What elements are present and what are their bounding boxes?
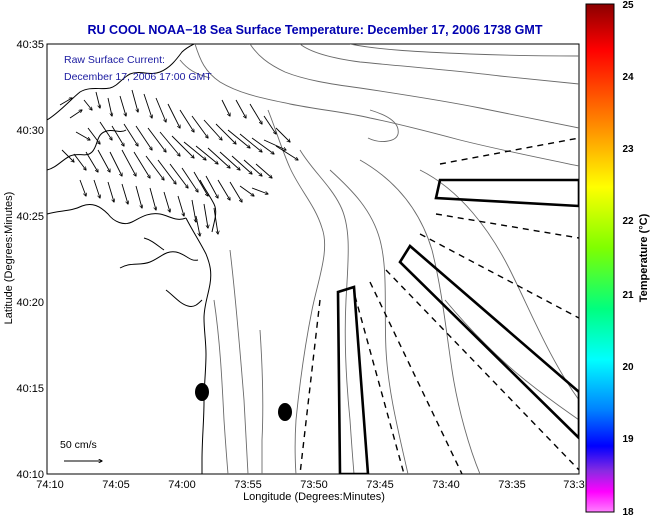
survey-box-south (336, 285, 370, 474)
x-tick-label: 73:50 (300, 479, 328, 491)
colorbar-tick-label: 19 (622, 434, 634, 445)
colorbar-label: Temperature (°C) (638, 213, 650, 302)
colorbar-tick-labels: 25 24 23 22 21 20 19 18 (622, 0, 634, 518)
x-tick-labels: 74:10 74:05 74:00 73:55 73:50 73:45 73:4… (36, 479, 584, 491)
colorbar-tick-label: 18 (622, 507, 634, 518)
buoy-markers (195, 383, 292, 421)
colorbar-tick-label: 21 (622, 290, 634, 301)
bathymetry-contours (179, 44, 579, 474)
figure-title: RU COOL NOAA−18 Sea Surface Temperature:… (88, 23, 543, 37)
x-tick-label: 73:40 (432, 479, 460, 491)
y-tick-label: 40:30 (16, 125, 44, 137)
y-axis-label: Latitude (Degrees:Minutes) (3, 192, 15, 325)
buoy-marker-east (278, 403, 292, 421)
x-tick-label: 73:55 (234, 479, 262, 491)
scale-vector-label: 50 cm/s (60, 439, 97, 451)
buoy-marker-west (195, 383, 209, 401)
survey-box-east (398, 244, 579, 440)
y-tick-label: 40:35 (16, 39, 44, 51)
y-tick-label: 40:10 (16, 469, 44, 481)
x-tick-label: 73:3 (563, 479, 584, 491)
plot-frame (46, 43, 580, 475)
colorbar-tick-label: 25 (622, 0, 634, 11)
x-tick-label: 74:05 (102, 479, 130, 491)
current-label-line2: December 17, 2006 17:00 GMT (64, 71, 212, 83)
colorbar-tick-label: 23 (622, 144, 634, 155)
map-layer (47, 44, 579, 474)
y-tick-label: 40:25 (16, 211, 44, 223)
y-tick-label: 40:15 (16, 383, 44, 395)
colorbar-tick-label: 24 (622, 72, 634, 83)
x-tick-label: 74:10 (36, 479, 64, 491)
colorbar-tick-label: 20 (622, 362, 634, 373)
x-tick-label: 73:45 (366, 479, 394, 491)
x-axis-label: Longitude (Degrees:Minutes) (243, 491, 385, 503)
coastline (47, 44, 217, 474)
y-tick-label: 40:20 (16, 297, 44, 309)
colorbar (585, 3, 615, 513)
x-tick-label: 73:35 (498, 479, 526, 491)
survey-track-boxes (336, 178, 579, 474)
surface-current-vectors (59, 89, 298, 236)
y-tick-labels: 40:35 40:30 40:25 40:20 40:15 40:10 (16, 39, 44, 481)
current-label-line1: Raw Surface Current: (64, 54, 165, 66)
x-tick-label: 74:00 (168, 479, 196, 491)
radial-dashed-lines (299, 137, 579, 474)
colorbar-tick-label: 22 (622, 216, 634, 227)
survey-box-north (434, 178, 579, 208)
